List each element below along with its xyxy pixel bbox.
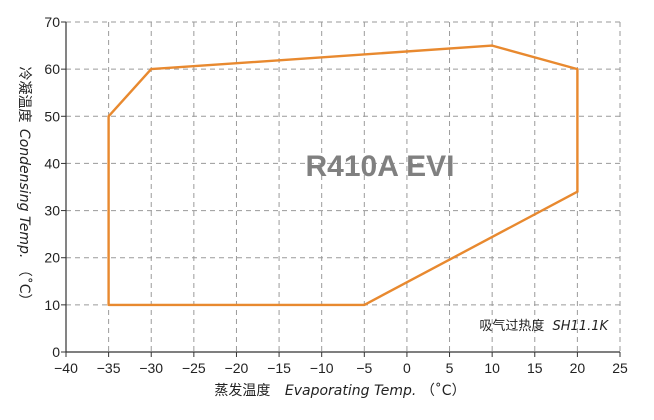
x-tick-label: 15 — [527, 360, 543, 376]
y-tick-labels: 0 10 20 30 40 50 60 70 — [44, 14, 66, 360]
y-tick-label: 30 — [44, 203, 60, 219]
envelope-point — [490, 44, 494, 47]
y-axis-title-unit: （˚C） — [16, 263, 33, 308]
x-axis-title-cn: 蒸发温度 — [214, 383, 270, 399]
x-tick-label: −20 — [225, 360, 249, 376]
y-axis-title: 冷凝温度 Condensing Temp. （˚C） — [16, 66, 33, 307]
envelope-point — [150, 67, 153, 71]
x-tick-label: 20 — [570, 360, 586, 376]
x-tick-label: 0 — [403, 360, 411, 376]
chart-title: R410A EVI — [306, 150, 455, 183]
envelope-point — [107, 303, 110, 307]
x-axis-title-en: Evaporating Temp. — [285, 383, 417, 399]
y-tick-label: 20 — [44, 250, 60, 266]
grid-lines — [66, 21, 621, 352]
annotation-en: SH11.1K — [553, 319, 610, 334]
x-tick-label: −10 — [310, 360, 334, 376]
x-tick-label: −40 — [54, 360, 78, 376]
x-tick-label: 10 — [484, 360, 500, 376]
y-tick-label: 10 — [44, 297, 60, 313]
axes — [65, 22, 620, 353]
x-tick-label: −15 — [267, 360, 291, 376]
envelope-point — [576, 67, 579, 71]
plot-area — [66, 22, 620, 352]
x-axis-title-unit: （˚C） — [421, 382, 466, 399]
envelope-point — [363, 303, 366, 307]
y-tick-label: 0 — [52, 344, 60, 360]
series-layer — [107, 44, 579, 307]
y-axis-title-en: Condensing Temp. — [16, 129, 32, 258]
x-tick-labels: −40 −35 −30 −25 −20 −15 −10 −5 0 5 10 15 20 25 — [54, 352, 628, 376]
x-axis-title: 蒸发温度 Evaporating Temp. （˚C） — [214, 382, 465, 399]
x-tick-label: 5 — [446, 360, 454, 376]
x-tick-label: −35 — [97, 360, 121, 376]
x-tick-label: −25 — [182, 360, 206, 376]
x-tick-label: −30 — [139, 360, 163, 376]
envelope-point — [107, 115, 110, 118]
envelope-line — [107, 44, 579, 307]
annotation: 吸气过热度 SH11.1K — [479, 318, 609, 334]
y-axis-title-cn: 冷凝温度 — [16, 66, 32, 122]
envelope-point — [576, 190, 579, 193]
y-tick-label: 60 — [44, 61, 60, 77]
x-tick-label: 25 — [612, 360, 628, 376]
y-tick-label: 70 — [44, 14, 60, 30]
annotation-cn: 吸气过热度 — [479, 318, 544, 334]
y-tick-label: 50 — [44, 108, 60, 124]
y-tick-label: 40 — [44, 155, 60, 171]
x-tick-label: −5 — [356, 360, 372, 376]
